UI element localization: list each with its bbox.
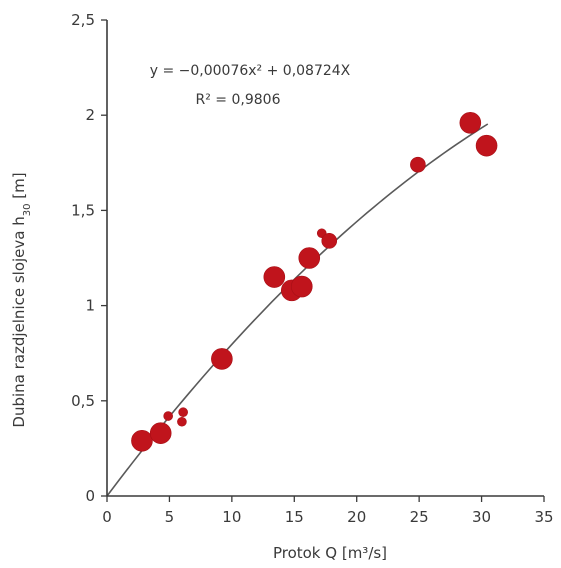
data-point bbox=[475, 134, 498, 157]
x-tick-label: 30 bbox=[472, 508, 491, 526]
data-point bbox=[163, 411, 173, 421]
x-tick-label: 10 bbox=[222, 508, 241, 526]
y-axis-title-subscript: 30 bbox=[22, 204, 33, 217]
data-points bbox=[131, 112, 498, 452]
x-tick-label: 15 bbox=[285, 508, 304, 526]
y-tick-label: 1,5 bbox=[71, 201, 95, 219]
data-point bbox=[131, 429, 153, 452]
x-tick-label: 0 bbox=[102, 508, 112, 526]
x-axis-title: Protok Q [m³/s] bbox=[273, 544, 387, 562]
x-tick-label: 35 bbox=[534, 508, 553, 526]
x-tick-label: 20 bbox=[347, 508, 366, 526]
y-axis-ticks: 0 0,5 1 1,5 2 2,5 bbox=[71, 11, 107, 505]
x-tick-label: 25 bbox=[410, 508, 429, 526]
y-tick-label: 1 bbox=[85, 297, 95, 315]
data-point bbox=[290, 275, 313, 298]
data-point bbox=[459, 112, 482, 134]
data-point bbox=[211, 348, 233, 370]
data-point bbox=[298, 247, 321, 269]
data-point bbox=[410, 156, 426, 173]
data-point bbox=[178, 407, 188, 418]
y-tick-label: 0,5 bbox=[71, 392, 95, 410]
regression-equation: y = −0,00076x² + 0,08724X bbox=[150, 63, 351, 79]
x-axis-ticks: 0 5 10 15 20 25 30 35 bbox=[102, 496, 554, 526]
y-axis-title-unit: [m] bbox=[10, 172, 28, 203]
data-point bbox=[321, 233, 338, 249]
data-point bbox=[149, 422, 172, 444]
r-squared-label: R² = 0,9806 bbox=[196, 92, 281, 108]
y-tick-label: 2,5 bbox=[71, 11, 95, 29]
y-axis-title-main: Dubina razdjelnice slojeva h bbox=[10, 216, 28, 427]
x-tick-label: 5 bbox=[165, 508, 175, 526]
y-axis-title: Dubina razdjelnice slojeva h30 [m] bbox=[10, 172, 33, 427]
y-tick-label: 0 bbox=[85, 487, 95, 505]
y-tick-label: 2 bbox=[85, 106, 95, 124]
data-point bbox=[177, 416, 187, 427]
data-point bbox=[263, 266, 286, 288]
